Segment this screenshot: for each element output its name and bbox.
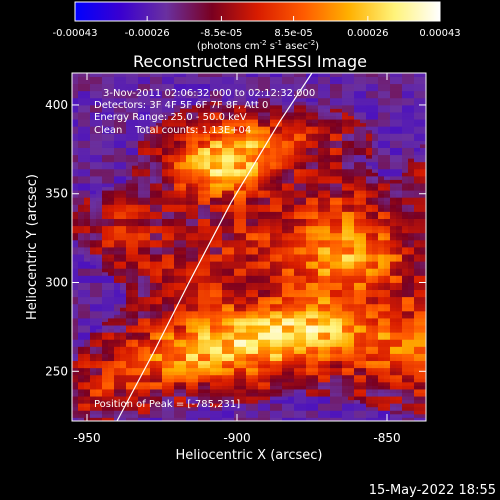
y-tick-label: 350 [45,187,68,201]
plot-frame [71,72,427,422]
observation-info: 3-Nov-2011 02:06:32.000 to 02:12:32.000 … [94,88,315,136]
colorbar-ticks: -0.00043 -0.00026 -8.5e-05 8.5e-05 0.00026 0.… [53,16,461,39]
colorbar-tick-label: -0.00026 [125,28,170,39]
x-tick-label: -900 [223,431,250,445]
peak-position-label: Position of Peak = [-785,231] [94,399,240,410]
info-line-detectors: Detectors: 3F 4F 5F 6F 7F 8F, Att 0 [94,100,268,111]
solar-limb-line [116,73,313,421]
colorbar-units: (photons cm-2 s-1 asec-2) [197,39,319,52]
y-tick-label: 250 [45,364,68,378]
colorbar-tick-label: 8.5e-05 [274,28,312,39]
info-line-counts: Clean Total counts: 1.13E+04 [94,125,251,136]
colorbar [74,1,441,22]
colorbar-tick-label: 0.00043 [419,28,460,39]
colorbar-tick-label: -8.5e-05 [200,28,242,39]
colorbar-tick-label: -0.00043 [53,28,98,39]
info-line-time: 3-Nov-2011 02:06:32.000 to 02:12:32.000 [103,88,315,99]
info-line-energy: Energy Range: 25.0 - 50.0 keV [94,112,247,123]
axis-ticks: -950-900-850-800250300350400 [45,73,426,445]
heatmap-image [72,73,426,421]
x-axis-label: Heliocentric X (arcsec) [176,448,323,463]
chart-title: Reconstructed RHESSI Image [133,52,367,71]
x-tick-label: -850 [373,431,400,445]
y-tick-label: 400 [45,98,68,112]
x-tick-label: -950 [73,431,100,445]
y-tick-label: 300 [45,276,68,290]
colorbar-tick-label: 0.00026 [347,28,388,39]
y-axis-label: Heliocentric Y (arcsec) [25,174,40,320]
timestamp: 15-May-2022 18:55 [369,483,496,498]
